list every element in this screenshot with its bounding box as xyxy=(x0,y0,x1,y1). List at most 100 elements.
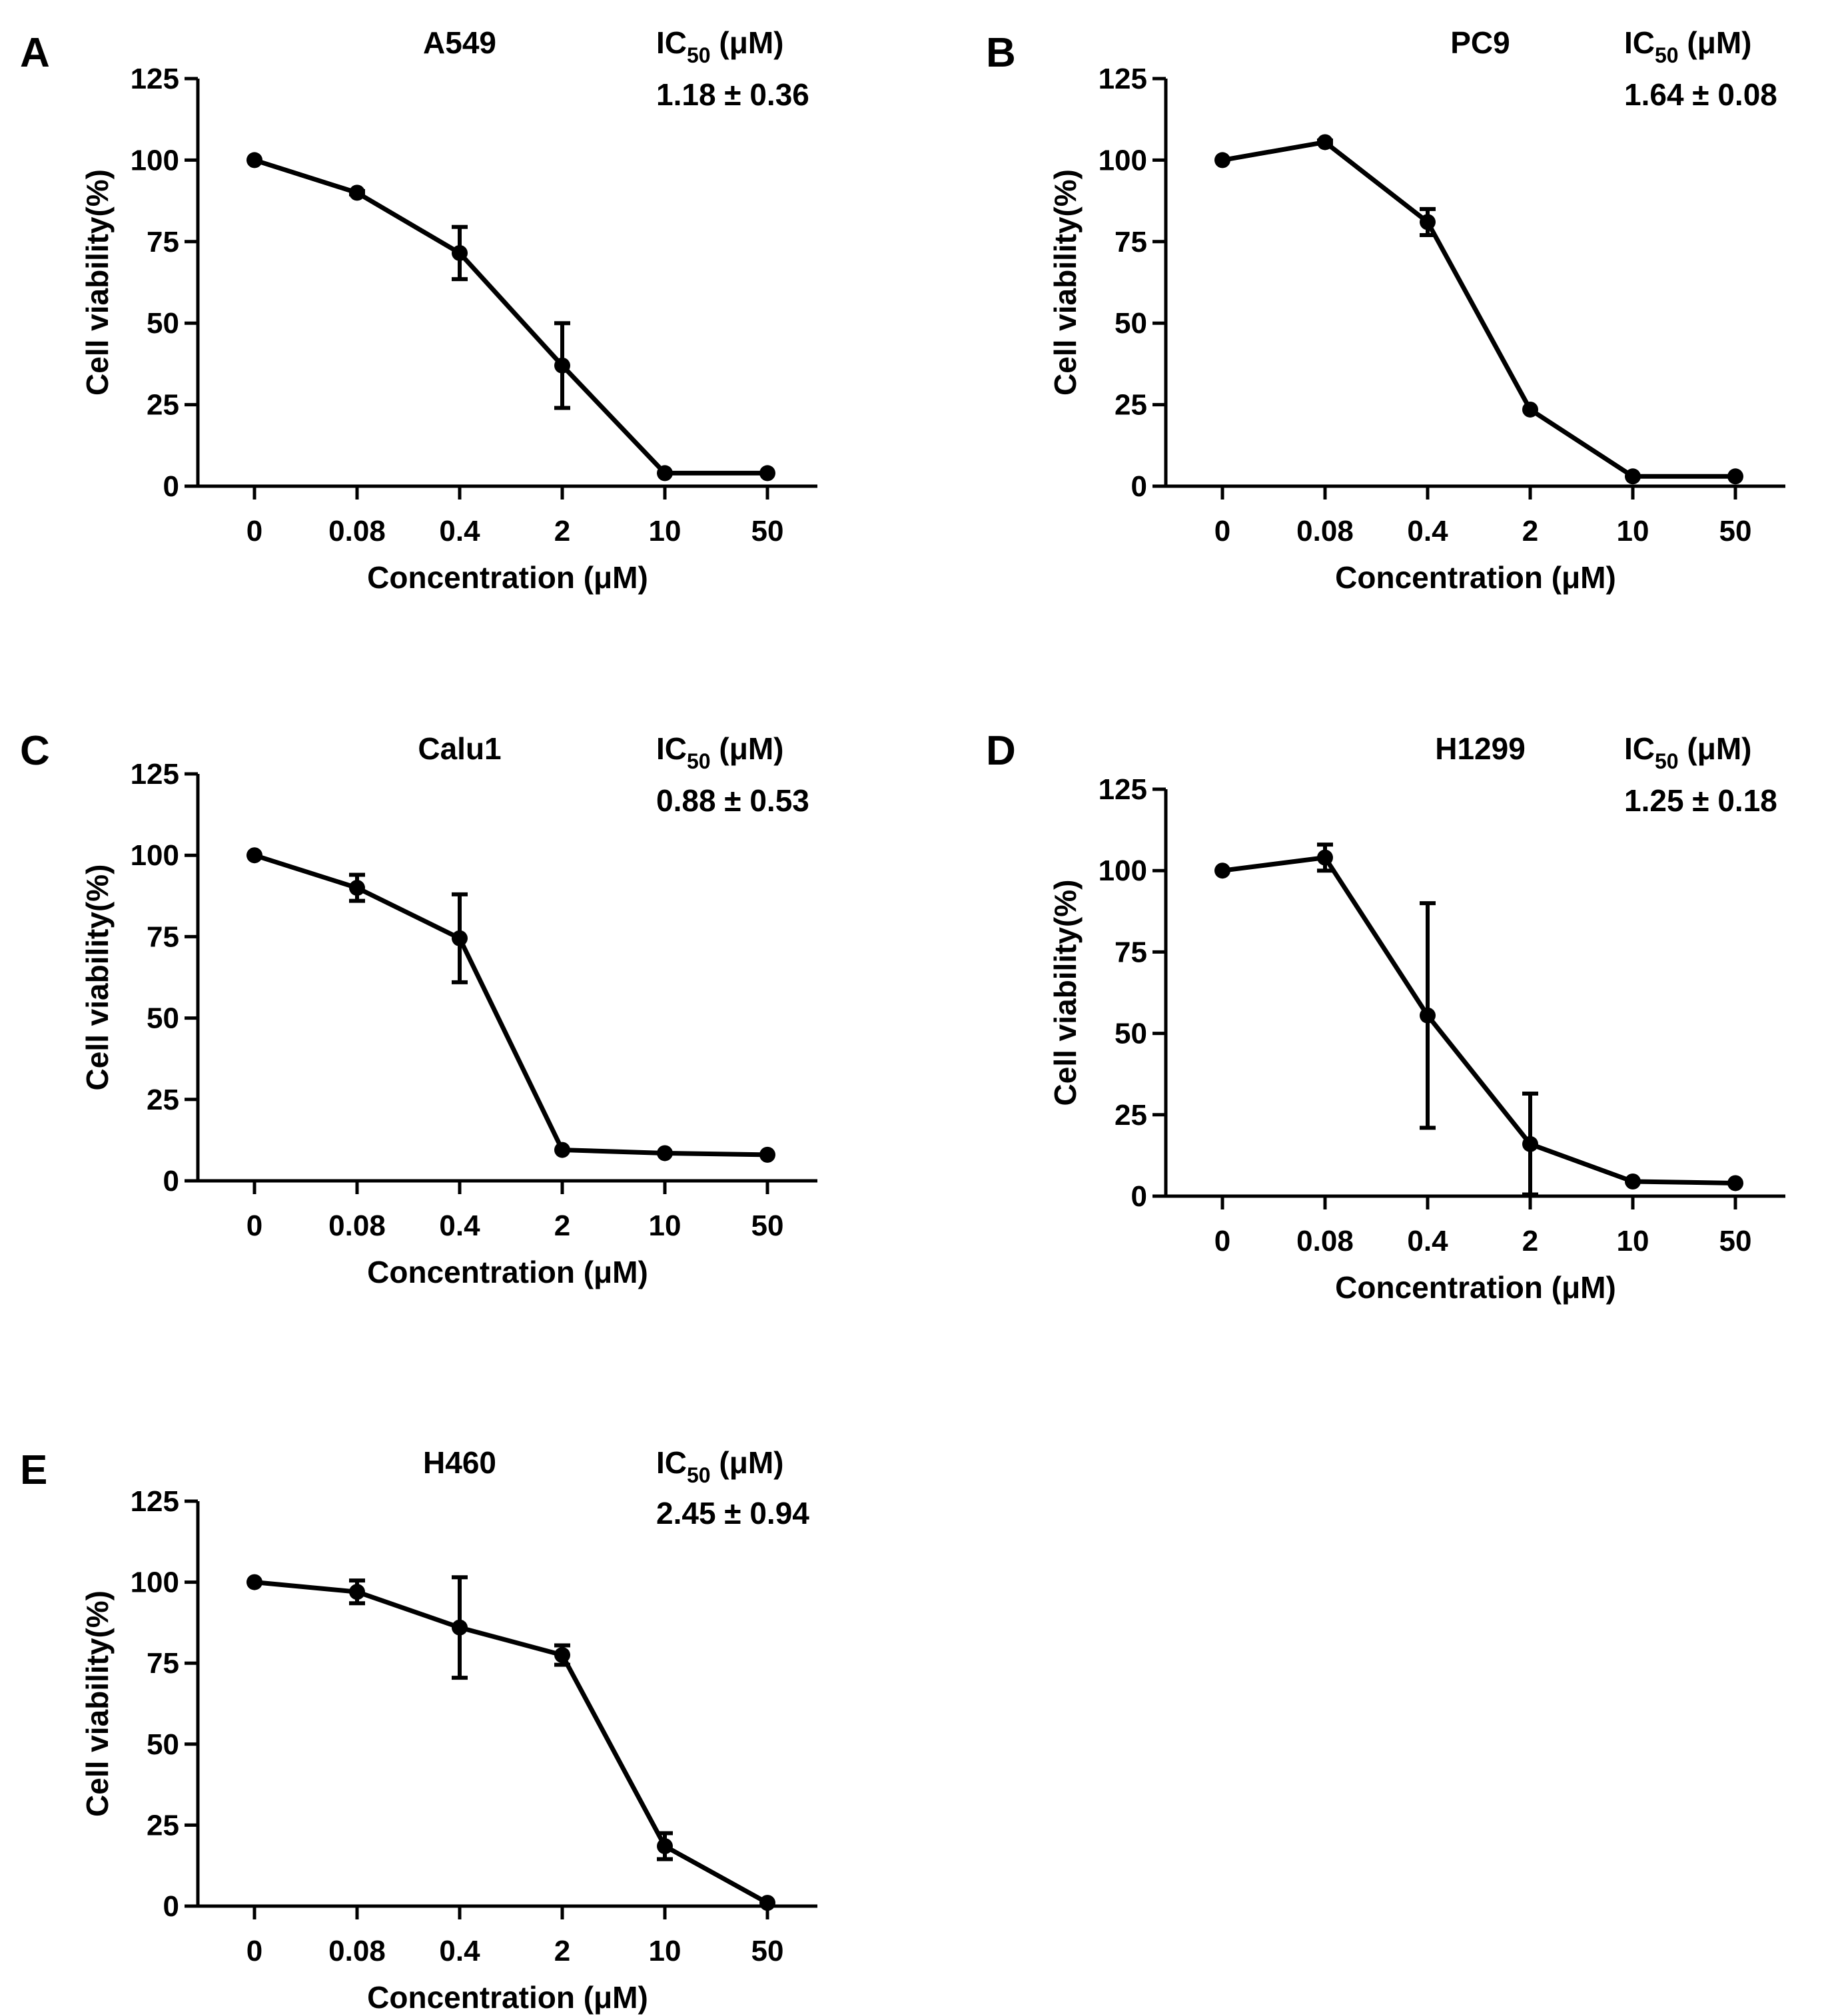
panel-letter: C xyxy=(20,728,50,774)
y-tick-label: 50 xyxy=(1115,307,1147,340)
y-tick-label: 50 xyxy=(147,1728,179,1761)
y-tick-label: 0 xyxy=(1131,470,1147,503)
data-point xyxy=(1522,401,1538,418)
data-point xyxy=(349,184,365,201)
y-tick-label: 125 xyxy=(131,758,179,791)
x-tick-label: 0.08 xyxy=(1296,1225,1354,1257)
x-axis-title: Concentration (μM) xyxy=(1335,560,1616,595)
data-point xyxy=(1214,862,1230,879)
ic50-value: 1.25 ± 0.18 xyxy=(1624,783,1777,818)
x-tick-label: 50 xyxy=(751,1935,784,1967)
x-axis-title: Concentration (μM) xyxy=(367,1980,648,2015)
ic50-value: 1.64 ± 0.08 xyxy=(1624,77,1777,112)
ic50-label-unit: (μM) xyxy=(711,1445,784,1480)
series-line xyxy=(1222,855,1736,1185)
x-axis-title: Concentration (μM) xyxy=(367,1255,648,1289)
data-point xyxy=(1214,152,1230,168)
y-axis-title: Cell viability(%) xyxy=(80,1590,115,1817)
y-tick-label: 75 xyxy=(147,920,179,953)
data-point xyxy=(452,930,468,946)
ic50-label-main: IC xyxy=(656,25,687,60)
x-tick-label: 0 xyxy=(246,1935,262,1967)
data-point xyxy=(1625,1174,1641,1190)
data-point xyxy=(349,880,365,896)
y-tick-label: 125 xyxy=(1099,773,1147,806)
x-tick-label: 10 xyxy=(1617,515,1649,547)
y-tick-label: 25 xyxy=(147,1084,179,1116)
chart-title: PC9 xyxy=(1450,25,1510,60)
data-point xyxy=(1317,849,1333,866)
x-tick-label: 0.4 xyxy=(439,515,480,547)
ic50-label-subscript: 50 xyxy=(1655,43,1679,67)
chart-panel-c: C Calu1 IC50 (μM)0.88 ± 0.5302550751001250… xyxy=(20,728,817,1289)
data-point xyxy=(246,152,262,168)
panel-letter: B xyxy=(986,30,1016,76)
y-tick-label: 0 xyxy=(163,1890,179,1923)
ic50-label: IC50 (μM) xyxy=(656,1445,783,1487)
ic50-label-main: IC xyxy=(1624,25,1655,60)
y-axis-title: Cell viability(%) xyxy=(80,864,115,1091)
ic50-label-main: IC xyxy=(1624,731,1655,766)
data-point xyxy=(452,1619,468,1636)
data-point xyxy=(554,1647,570,1664)
x-tick-label: 0.4 xyxy=(439,1209,480,1242)
x-tick-label: 0.4 xyxy=(1407,515,1448,547)
x-tick-label: 0.08 xyxy=(1296,515,1354,547)
y-tick-label: 100 xyxy=(131,144,179,176)
ic50-label-unit: (μM) xyxy=(711,731,784,766)
y-tick-label: 25 xyxy=(1115,1099,1147,1132)
x-tick-label: 10 xyxy=(649,1935,682,1967)
x-tick-label: 0.08 xyxy=(328,515,386,547)
ic50-label-unit: (μM) xyxy=(1679,25,1752,60)
data-point xyxy=(246,847,262,864)
y-tick-label: 75 xyxy=(1115,936,1147,968)
chart-title: H1299 xyxy=(1435,731,1526,766)
ic50-label: IC50 (μM) xyxy=(656,25,783,67)
y-axis-title: Cell viability(%) xyxy=(1048,880,1083,1106)
data-point xyxy=(1420,1007,1436,1024)
y-tick-label: 25 xyxy=(1115,389,1147,422)
y-tick-label: 100 xyxy=(1099,144,1147,176)
x-tick-label: 50 xyxy=(1719,1225,1752,1257)
data-point xyxy=(759,465,775,482)
ic50-value: 2.45 ± 0.94 xyxy=(656,1496,809,1530)
data-point xyxy=(657,465,673,482)
panel-letter: A xyxy=(20,30,50,76)
ic50-label: IC50 (μM) xyxy=(1624,25,1751,67)
chart-title: Calu1 xyxy=(418,731,501,766)
y-tick-label: 100 xyxy=(131,1566,179,1599)
data-point xyxy=(1727,468,1743,485)
ic50-label-unit: (μM) xyxy=(1679,731,1752,766)
x-tick-label: 0 xyxy=(1214,1225,1230,1257)
data-point xyxy=(1522,1136,1538,1152)
series-line xyxy=(254,1580,769,1905)
y-tick-label: 100 xyxy=(1099,854,1147,887)
y-tick-label: 50 xyxy=(147,1002,179,1035)
chart-title: A549 xyxy=(423,25,496,60)
y-tick-label: 25 xyxy=(147,389,179,422)
chart-title: H460 xyxy=(423,1445,496,1480)
ic50-label-subscript: 50 xyxy=(1655,749,1679,773)
data-point xyxy=(246,1574,262,1590)
x-tick-label: 50 xyxy=(1719,515,1752,547)
ic50-label-subscript: 50 xyxy=(687,1463,711,1487)
y-axis-title: Cell viability(%) xyxy=(80,169,115,396)
data-point xyxy=(554,357,570,374)
panel-letter: E xyxy=(20,1447,47,1493)
series-line xyxy=(253,158,767,476)
panel-letter: D xyxy=(986,728,1016,774)
y-tick-label: 100 xyxy=(131,839,179,872)
x-tick-label: 0 xyxy=(1214,515,1230,547)
x-tick-label: 0.08 xyxy=(328,1935,386,1967)
data-point xyxy=(657,1145,673,1162)
ic50-label-subscript: 50 xyxy=(687,749,711,773)
x-tick-label: 10 xyxy=(1617,1225,1649,1257)
x-axis-title: Concentration (μM) xyxy=(1335,1270,1616,1305)
x-tick-label: 2 xyxy=(1522,515,1538,547)
y-tick-label: 25 xyxy=(147,1809,179,1842)
y-tick-label: 0 xyxy=(1131,1180,1147,1213)
x-tick-label: 2 xyxy=(554,1209,570,1242)
x-tick-label: 50 xyxy=(751,515,784,547)
